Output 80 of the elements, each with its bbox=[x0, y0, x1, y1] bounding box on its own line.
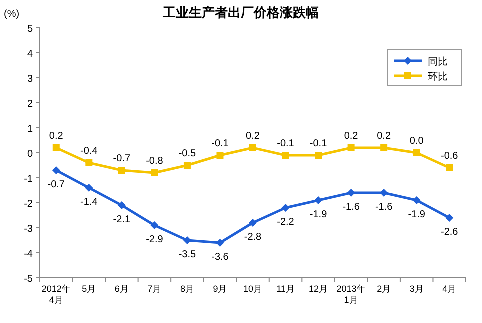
data-label: 0.2 bbox=[377, 131, 392, 142]
y-tick-label: 1 bbox=[27, 124, 34, 135]
legend-label: 环比 bbox=[428, 71, 448, 83]
data-label: -1.6 bbox=[342, 202, 360, 213]
point bbox=[183, 236, 192, 244]
data-label: -0.1 bbox=[212, 138, 230, 150]
point bbox=[412, 196, 421, 204]
point bbox=[380, 189, 388, 197]
data-label: -2.6 bbox=[441, 227, 459, 238]
data-label: -0.7 bbox=[113, 154, 131, 164]
point bbox=[52, 166, 60, 174]
x-tick-label: 9月 bbox=[213, 284, 228, 294]
y-tick-label: -1 bbox=[24, 174, 34, 185]
data-label: -1.9 bbox=[408, 210, 426, 220]
data-label: -2.1 bbox=[113, 214, 131, 226]
y-tick-label: -5 bbox=[24, 274, 34, 285]
x-tick-label: 3月 bbox=[410, 284, 424, 294]
x-tick-label: 2013年 1月 bbox=[336, 284, 366, 305]
y-tick-label: 3 bbox=[27, 74, 34, 85]
y-tick-label: -2 bbox=[24, 199, 34, 210]
point bbox=[85, 184, 94, 192]
point bbox=[348, 144, 355, 152]
data-label: -0.1 bbox=[277, 138, 295, 150]
x-tick-label: 4月 bbox=[442, 284, 457, 294]
point bbox=[216, 239, 224, 247]
data-label: -0.1 bbox=[310, 138, 328, 150]
data-label: -2.9 bbox=[146, 234, 164, 246]
point bbox=[118, 202, 126, 210]
data-label: -2.8 bbox=[244, 232, 262, 243]
x-tick-label: 6月 bbox=[114, 284, 129, 294]
point bbox=[118, 167, 126, 174]
point bbox=[446, 214, 454, 222]
point bbox=[249, 219, 257, 227]
data-label: -0.7 bbox=[48, 180, 66, 190]
data-label: -2.2 bbox=[277, 217, 295, 228]
point bbox=[413, 150, 420, 156]
point bbox=[151, 170, 158, 176]
data-label: 0.2 bbox=[49, 131, 64, 142]
point bbox=[250, 144, 256, 152]
y-tick-label: -4 bbox=[24, 249, 34, 260]
y-tick-label: 5 bbox=[27, 24, 34, 35]
point bbox=[446, 164, 454, 172]
x-tick-label: 7月 bbox=[148, 284, 162, 294]
x-tick-label: 2012年 4月 bbox=[42, 284, 71, 305]
data-label: -0.8 bbox=[146, 156, 164, 167]
x-tick-label: 12月 bbox=[309, 284, 328, 294]
point bbox=[282, 152, 290, 159]
y-tick-label: 4 bbox=[27, 49, 34, 60]
data-label: -0.6 bbox=[441, 151, 459, 162]
x-tick-label: 10月 bbox=[243, 284, 263, 294]
point bbox=[314, 196, 323, 204]
legend-label: 同比 bbox=[428, 56, 448, 68]
data-label: -1.9 bbox=[310, 210, 328, 220]
point bbox=[380, 144, 388, 152]
point bbox=[86, 160, 93, 166]
point bbox=[347, 189, 356, 197]
x-tick-label: 11月 bbox=[276, 284, 295, 294]
x-tick-label: 8月 bbox=[180, 284, 194, 294]
data-label: -3.6 bbox=[212, 252, 230, 263]
data-label: -1.4 bbox=[80, 197, 98, 208]
data-label: -1.6 bbox=[375, 202, 394, 213]
y-tick-label: 2 bbox=[27, 99, 34, 110]
point bbox=[282, 204, 290, 212]
data-label: 0.2 bbox=[344, 131, 359, 142]
y-tick-label: 0 bbox=[27, 149, 34, 160]
x-tick-label: 5月 bbox=[82, 284, 96, 294]
x-tick-label: 2月 bbox=[377, 284, 392, 294]
point bbox=[315, 152, 322, 159]
y-axis-title: (%) bbox=[4, 9, 20, 20]
point bbox=[216, 152, 224, 159]
point bbox=[184, 162, 191, 169]
y-tick-label: -3 bbox=[24, 224, 34, 235]
data-label: 0.0 bbox=[410, 136, 424, 147]
point bbox=[52, 144, 60, 152]
data-label: -0.4 bbox=[80, 146, 98, 157]
data-label: -0.5 bbox=[178, 148, 197, 160]
point bbox=[150, 222, 159, 230]
data-label: -3.5 bbox=[178, 250, 197, 260]
data-label: 0.2 bbox=[246, 131, 260, 142]
chart-title: 工业生产者出厂价格涨跌幅 bbox=[162, 5, 319, 20]
